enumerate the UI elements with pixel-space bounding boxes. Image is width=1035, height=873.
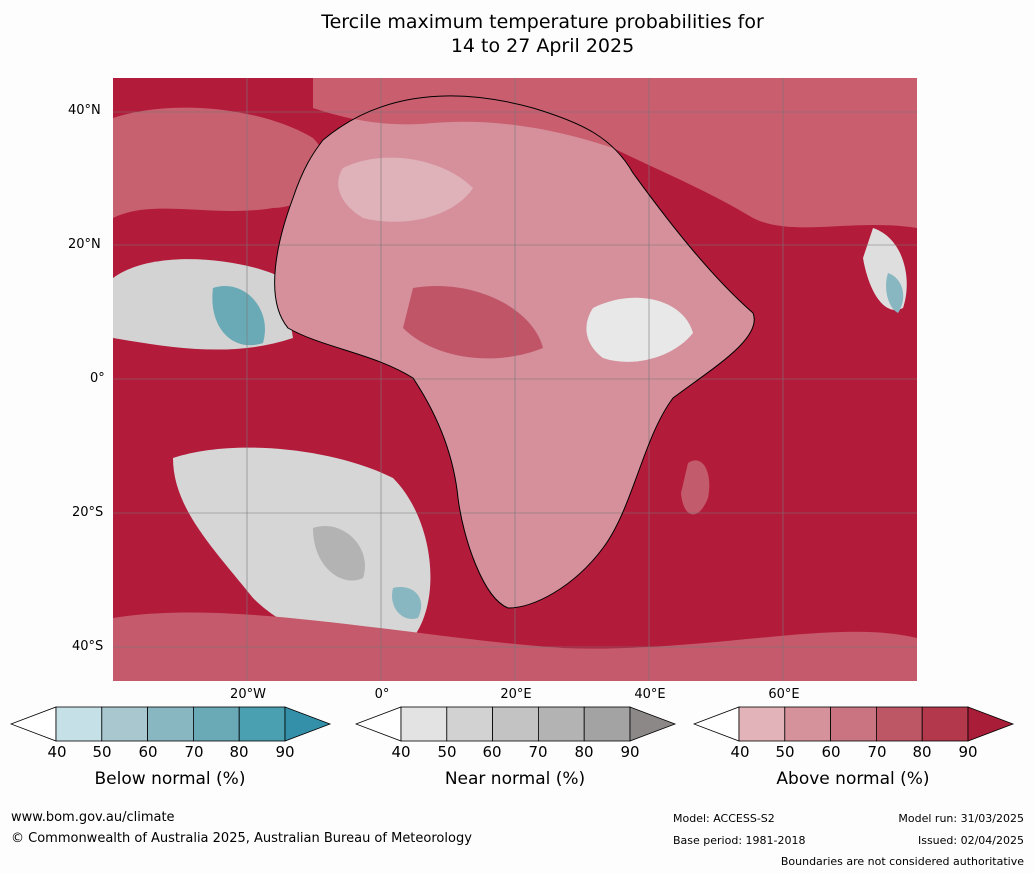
lon-label-40e: 40°E — [634, 687, 666, 702]
map-svg — [113, 78, 917, 681]
lat-label-40s: 40°S — [72, 639, 104, 654]
graticule — [113, 78, 917, 681]
cbar-below-tick-50: 50 — [92, 743, 112, 761]
cbar-near-tick-40: 40 — [391, 743, 411, 761]
colorbar-swatch — [830, 706, 877, 742]
tropical-atlantic-below-normal — [212, 286, 265, 346]
sahara-light-patch — [338, 157, 473, 222]
colorbar-swatch — [537, 706, 585, 742]
colorbar-swatch — [238, 706, 286, 742]
colorbar-above-title: Above normal (%) — [776, 769, 930, 789]
title-line-1: Tercile maximum temperature probabilitie… — [321, 11, 764, 33]
title-line-2: 14 to 27 April 2025 — [450, 35, 635, 57]
probability-map — [113, 78, 917, 681]
map-title: Tercile maximum temperature probabilitie… — [0, 10, 1035, 58]
colorbar-swatch — [738, 706, 786, 742]
lat-label-20n: 20°N — [68, 237, 101, 252]
south-atlantic-grey-patch — [313, 526, 365, 581]
colorbar-high-arrow — [284, 706, 332, 742]
cbar-near-tick-70: 70 — [528, 743, 548, 761]
india-below-normal — [886, 273, 904, 313]
footer-website-link[interactable]: www.bom.gov.au/climate — [11, 810, 175, 825]
eurasia-land — [313, 78, 917, 228]
north-atlantic-patch — [113, 107, 326, 218]
footer-copyright: © Commonwealth of Australia 2025, Austra… — [11, 831, 472, 846]
cbar-near-tick-50: 50 — [437, 743, 457, 761]
lat-label-20s: 20°S — [72, 505, 104, 520]
colorbar-swatch — [921, 706, 969, 742]
colorbar-near-title: Near normal (%) — [444, 769, 586, 789]
footer-model-run: Model run: 31/03/2025 — [898, 812, 1024, 825]
lon-label-0: 0° — [374, 687, 390, 702]
colorbar-swatch — [784, 706, 832, 742]
colorbar-swatch — [583, 706, 631, 742]
cbar-above-tick-70: 70 — [867, 743, 887, 761]
lon-label-20w: 20°W — [230, 687, 266, 702]
lat-label-equator: 0° — [90, 371, 105, 386]
colorbar-swatch — [492, 706, 539, 742]
colorbar-high-arrow — [629, 706, 677, 742]
cbar-above-tick-40: 40 — [730, 743, 750, 761]
tropical-atlantic-near-normal — [113, 259, 293, 350]
colorbar-above-swatches — [693, 706, 1015, 742]
cbar-below-tick-40: 40 — [47, 743, 67, 761]
colorbar-swatch — [875, 706, 923, 742]
cbar-above-tick-60: 60 — [821, 743, 841, 761]
east-africa-near-normal — [586, 297, 693, 362]
colorbar-below-title: Below normal (%) — [94, 769, 246, 789]
cbar-below-tick-60: 60 — [138, 743, 158, 761]
footer-model: Model: ACCESS-S2 — [673, 812, 775, 825]
cbar-near-tick-80: 80 — [574, 743, 594, 761]
lat-label-40n: 40°N — [68, 103, 101, 118]
cbar-near-tick-60: 60 — [482, 743, 502, 761]
cbar-below-tick-80: 80 — [229, 743, 249, 761]
africa-coastline — [274, 95, 755, 609]
cbar-below-tick-70: 70 — [184, 743, 204, 761]
colorbar-swatch — [55, 706, 103, 742]
colorbar-low-arrow — [355, 706, 402, 742]
colorbar-swatch — [147, 706, 194, 742]
cbar-above-tick-90: 90 — [958, 743, 978, 761]
colorbar-above-normal — [693, 706, 1015, 742]
colorbar-swatch — [446, 706, 494, 742]
colorbar-swatch — [101, 706, 149, 742]
lon-label-20e: 20°E — [500, 687, 532, 702]
cbar-above-tick-50: 50 — [775, 743, 795, 761]
central-africa-dark-patch — [403, 286, 543, 359]
cbar-below-tick-90: 90 — [275, 743, 295, 761]
colorbar-low-arrow — [693, 706, 740, 742]
lon-label-60e: 60°E — [768, 687, 800, 702]
footer-issued: Issued: 02/04/2025 — [917, 834, 1024, 847]
colorbar-low-arrow — [10, 706, 57, 742]
colorbar-swatch — [192, 706, 240, 742]
south-atlantic-near-normal — [173, 447, 431, 646]
colorbar-near-swatches — [355, 706, 677, 742]
footer-disclaimer: Boundaries are not considered authoritat… — [780, 855, 1024, 868]
colorbar-near-normal — [355, 706, 677, 742]
cbar-near-tick-90: 90 — [620, 743, 640, 761]
colorbar-below-swatches — [10, 706, 332, 742]
south-atlantic-blue-patch — [392, 587, 422, 619]
footer-base-period: Base period: 1981-2018 — [673, 834, 806, 847]
colorbar-below-normal — [10, 706, 332, 742]
colorbar-high-arrow — [967, 706, 1015, 742]
cbar-above-tick-80: 80 — [912, 743, 932, 761]
madagascar — [681, 460, 710, 515]
colorbar-swatch — [400, 706, 448, 742]
